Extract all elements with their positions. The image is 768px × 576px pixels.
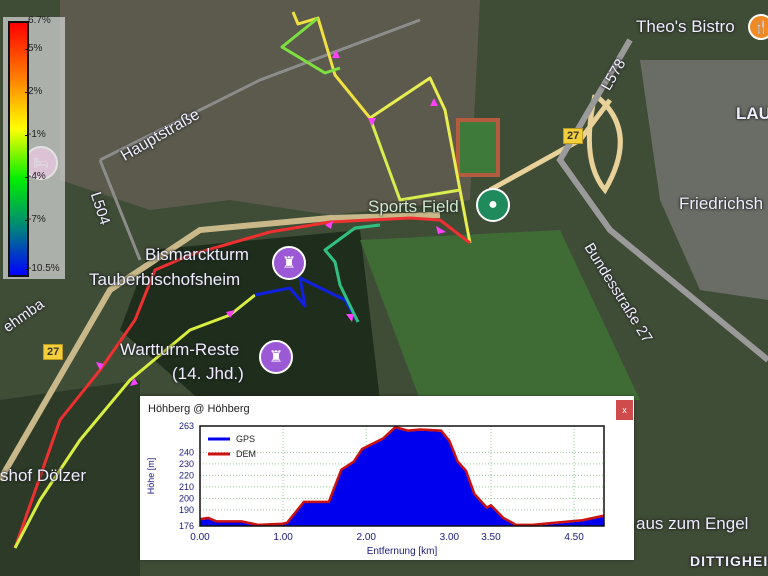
gradient-color-bar xyxy=(8,21,29,277)
castle-tower-icon[interactable]: ♜ xyxy=(259,340,293,374)
y-tick-label: 230 xyxy=(179,459,194,469)
x-tick-label: 2.00 xyxy=(357,532,377,543)
legend-label: DEM xyxy=(236,449,256,459)
x-tick-label: 4.50 xyxy=(564,532,584,543)
fork-knife-icon[interactable]: 🍴 xyxy=(748,14,768,40)
forest-area xyxy=(120,230,380,400)
legend-tick: 6.7% xyxy=(25,15,51,26)
plot-frame xyxy=(199,425,605,527)
arrow-icon xyxy=(368,118,376,126)
y-tick-label: 176 xyxy=(179,521,194,531)
y-tick-label: 190 xyxy=(179,505,194,515)
road-bundesstrasse xyxy=(556,38,768,363)
y-axis-label: Höhe [m] xyxy=(146,458,156,495)
y-tick-label: 210 xyxy=(179,482,194,492)
legend-tick: 5% xyxy=(24,43,43,54)
arrow-icon xyxy=(96,362,104,370)
x-tick-label: 1.00 xyxy=(273,532,293,543)
legend-tick: -1% xyxy=(25,129,46,140)
x-tick-label: 3.50 xyxy=(481,532,501,543)
y-tick-label: 263 xyxy=(179,421,194,431)
label-lau: LAU xyxy=(736,104,768,123)
track-segment xyxy=(368,117,461,202)
fields-area xyxy=(360,230,640,400)
road-interchange xyxy=(586,93,623,195)
arrow-icon xyxy=(346,314,354,322)
track-segment xyxy=(254,276,360,323)
label-sports-field: Sports Field xyxy=(368,197,459,216)
legend-tick: -7% xyxy=(25,214,46,225)
track-segment xyxy=(369,76,472,244)
direction-arrows xyxy=(96,50,446,386)
label-bismarckturm: Bismarckturm xyxy=(145,245,249,264)
y-tick-label: 220 xyxy=(179,470,194,480)
map-pin-icon[interactable]: ● xyxy=(476,188,510,222)
legend-tick: -4% xyxy=(25,171,46,182)
town-area xyxy=(60,0,480,215)
label-tauberbischofsheim: Tauberbischofsheim xyxy=(89,270,241,289)
route-27-shield: 27 xyxy=(43,344,64,360)
road-hauptstrasse xyxy=(99,18,421,162)
arrow-icon xyxy=(226,310,235,318)
label-wartturm: Wartturm-Reste xyxy=(120,340,240,359)
dem-series-line xyxy=(199,425,605,527)
close-button[interactable]: x xyxy=(616,400,633,420)
arrow-icon xyxy=(325,221,333,229)
track-segment xyxy=(13,216,471,549)
sports-field-area xyxy=(456,118,500,177)
arrow-icon xyxy=(332,50,340,58)
route-27-shield: 27 xyxy=(563,128,584,144)
elevation-profile-panel: Höhberg @ Höhberg x 263 240 230 220 210 200 19… xyxy=(140,396,634,560)
y-tick-label: 240 xyxy=(179,447,194,457)
x-tick-label: 0.00 xyxy=(190,532,210,543)
arrow-icon xyxy=(130,378,138,386)
x-axis-label: Entfernung [km] xyxy=(367,546,438,557)
legend-tick: 2% xyxy=(24,86,43,97)
gradient-legend: 6.7% 5% 2% -1% -4% -7% -10.5% xyxy=(3,15,65,279)
track-segment xyxy=(280,16,341,75)
label-friedrichsh: Friedrichsh xyxy=(679,194,764,213)
castle-tower-icon[interactable]: ♜ xyxy=(272,246,306,280)
town-area-east xyxy=(640,60,768,300)
label-engel: aus zum Engel xyxy=(636,514,749,533)
arrow-icon xyxy=(436,226,446,234)
forest-area-sw xyxy=(0,380,140,576)
arrow-icon xyxy=(430,98,438,106)
panel-title: Höhberg @ Höhberg xyxy=(148,403,250,415)
road-l504 xyxy=(98,159,142,261)
gps-series-area xyxy=(200,428,604,526)
label-theos-bistro: Theo's Bistro xyxy=(636,17,735,36)
label-dolzer: shof Dölzer xyxy=(0,466,86,485)
y-tick-label: 200 xyxy=(179,493,194,503)
label-wartturm-sub: (14. Jhd.) xyxy=(172,364,244,383)
legend-label: GPS xyxy=(236,434,255,444)
x-tick-label: 3.00 xyxy=(440,532,460,543)
legend-tick: -10.5% xyxy=(25,263,60,274)
label-dittighei: DITTIGHEI xyxy=(690,553,768,569)
road-b27-west xyxy=(0,212,441,482)
track-segment xyxy=(323,223,381,323)
